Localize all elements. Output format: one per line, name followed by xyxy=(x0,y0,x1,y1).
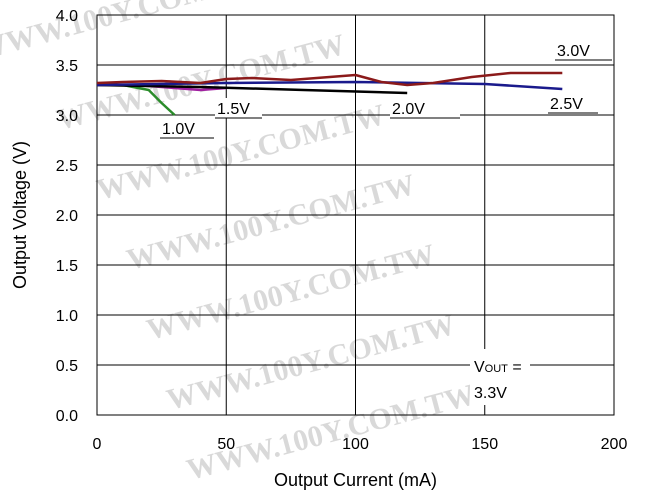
plot-frame xyxy=(96,14,615,416)
annotation-vout: VOUT = xyxy=(474,359,522,376)
series-label-bg xyxy=(160,118,214,138)
x-tick-label: 50 xyxy=(217,436,235,453)
series-label-bg xyxy=(548,93,598,113)
y-tick-label: 3.0 xyxy=(56,108,78,125)
y-tick-label: 2.0 xyxy=(56,208,78,225)
series-label-bg xyxy=(390,98,460,118)
y-tick-label: 1.5 xyxy=(56,258,78,275)
series-label-3-0V: 3.0V xyxy=(557,43,590,60)
annotation-subscript: OUT xyxy=(485,363,509,375)
x-tick-label: 150 xyxy=(471,436,498,453)
series-layer xyxy=(96,71,563,116)
annotation-v: V xyxy=(474,359,485,376)
series-label-bg xyxy=(215,98,262,118)
y-tick-label: 3.5 xyxy=(56,58,78,75)
series-labels: 1.0V 1.5V 2.0V 2.5V 3.0V xyxy=(160,40,612,139)
series-line-3-0V xyxy=(96,71,563,87)
y-tick-label: 4.0 xyxy=(56,8,78,25)
series-label-1-5V: 1.5V xyxy=(217,101,250,118)
y-axis-title: Output Voltage (V) xyxy=(10,141,30,289)
annotation-background xyxy=(470,349,530,405)
annotation-equals: = xyxy=(508,359,522,376)
y-tick-label: 2.5 xyxy=(56,158,78,175)
annotation-value: 3.3V xyxy=(474,385,507,402)
x-tick-label: 200 xyxy=(601,436,628,453)
x-axis-title: Output Current (mA) xyxy=(274,470,437,490)
series-line-2-0V xyxy=(96,83,408,95)
series-line-2-5V xyxy=(96,80,563,91)
x-tick-label: 100 xyxy=(342,436,369,453)
x-tick-label: 0 xyxy=(93,436,102,453)
y-tick-label: 1.0 xyxy=(56,308,78,325)
y-tick-label: 0.5 xyxy=(56,358,78,375)
watermark-text: WWW.100Y.COM.TW xyxy=(0,0,269,67)
series-label-bg xyxy=(555,40,612,60)
y-tick-label: 0.0 xyxy=(56,408,78,425)
series-label-2-0V: 2.0V xyxy=(392,101,425,118)
series-label-1-0V: 1.0V xyxy=(162,121,195,138)
tick-labels: 0.0 0.5 1.0 1.5 2.0 2.5 3.0 3.5 4.0 0 50 100 150 200 xyxy=(56,8,628,453)
series-label-2-5V: 2.5V xyxy=(550,96,583,113)
